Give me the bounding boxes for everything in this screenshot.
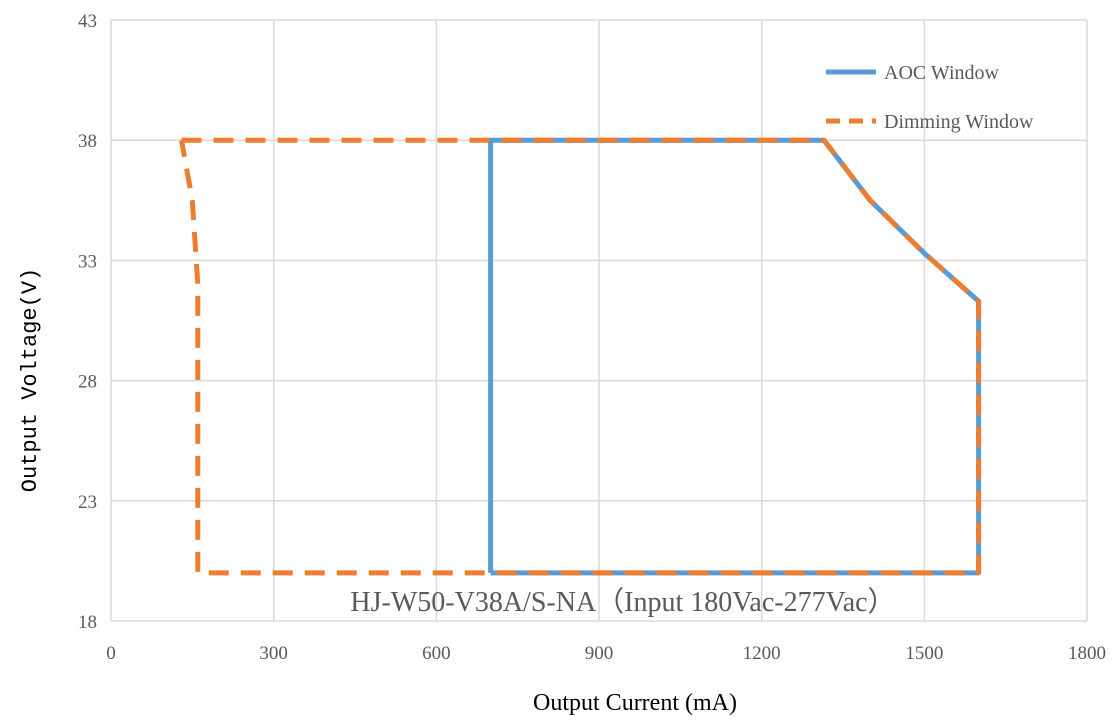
- y-tick-label: 23: [78, 492, 97, 513]
- y-tick-label: 18: [78, 612, 97, 633]
- x-tick-label: 1800: [1068, 643, 1106, 664]
- grid: [110, 19, 1088, 622]
- series-line-aoc-window: [488, 137, 982, 576]
- y-tick-label: 28: [78, 372, 97, 393]
- series-line-dimming-window: [179, 137, 982, 576]
- x-tick-label: 0: [106, 643, 116, 664]
- x-axis-title: Output Current (mA): [533, 690, 737, 716]
- legend-label-dimming-window: Dimming Window: [884, 111, 1034, 133]
- x-tick-label: 1200: [743, 643, 781, 664]
- x-tick-label: 1500: [905, 643, 943, 664]
- annotation: HJ-W50-V38A/S-NA（Input 180Vac-277Vac）: [350, 586, 895, 618]
- y-axis-title: Output Voltage(V): [18, 268, 43, 492]
- y-tick-label: 38: [78, 131, 97, 152]
- y-tick-label: 33: [78, 251, 97, 272]
- y-tick-label: 43: [78, 11, 97, 32]
- x-tick-label: 300: [259, 643, 288, 664]
- legend-label-aoc-window: AOC Window: [884, 62, 999, 84]
- x-tick-label: 600: [422, 643, 451, 664]
- series-lines: [179, 137, 982, 576]
- tick-labels: 0 300 600 900 1200 1500 1800 18 23 28 33 38 43: [78, 11, 1106, 664]
- legend: AOC Window Dimming Window: [826, 62, 1034, 133]
- x-tick-label: 900: [585, 643, 614, 664]
